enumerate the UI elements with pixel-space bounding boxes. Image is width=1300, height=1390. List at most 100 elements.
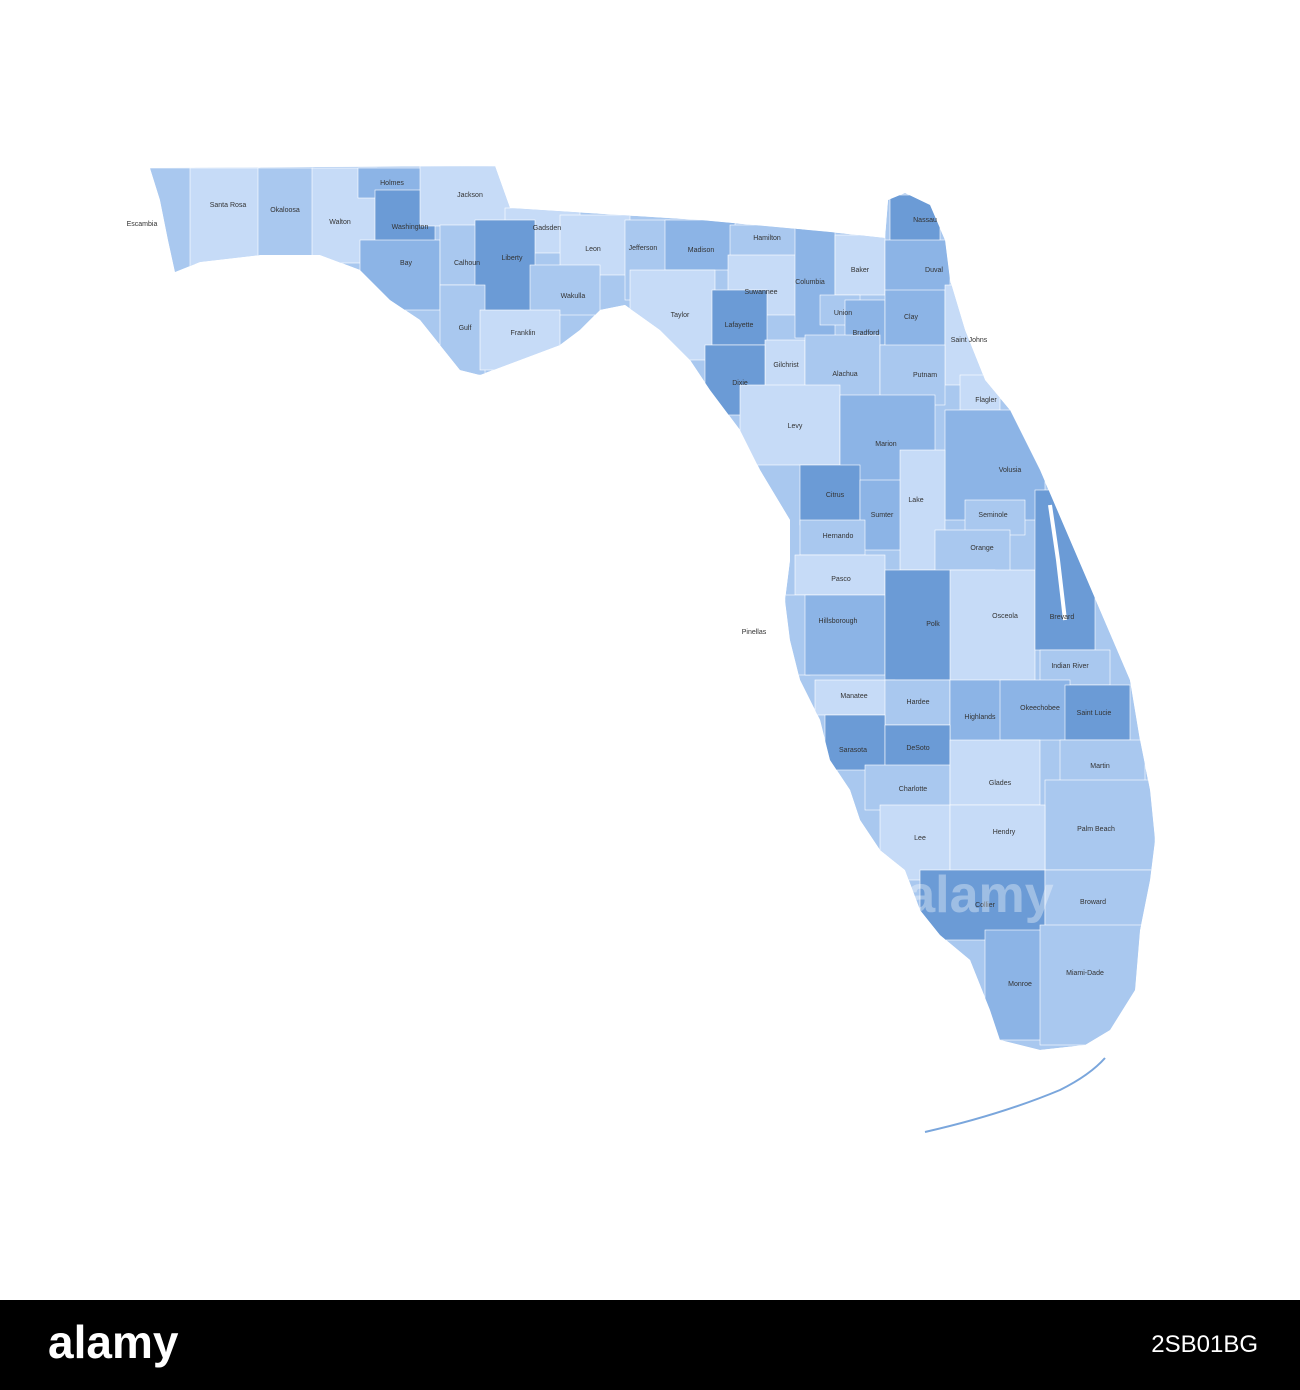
county bbox=[884, 724, 951, 771]
county bbox=[999, 679, 1071, 741]
county-label: Collier bbox=[975, 902, 996, 909]
county bbox=[884, 289, 946, 351]
county-label: Marion bbox=[875, 441, 897, 448]
county-label: Volusia bbox=[999, 467, 1022, 474]
county-label: Jackson bbox=[457, 192, 483, 199]
county-label: Charlotte bbox=[899, 786, 928, 793]
county-label: Jefferson bbox=[629, 245, 658, 252]
county-label: Levy bbox=[788, 423, 803, 430]
county-label: Taylor bbox=[671, 312, 690, 319]
county-label: Gilchrist bbox=[773, 362, 798, 369]
county-label: Saint Johns bbox=[951, 337, 988, 344]
county-label: Bay bbox=[400, 260, 413, 267]
county-label: Hillsborough bbox=[819, 618, 858, 625]
county bbox=[984, 929, 1046, 1041]
county bbox=[739, 384, 841, 466]
county-label: Saint Lucie bbox=[1077, 710, 1112, 717]
county bbox=[257, 167, 314, 264]
county bbox=[814, 679, 896, 716]
county bbox=[529, 264, 601, 316]
county bbox=[949, 569, 1036, 691]
county bbox=[859, 479, 906, 551]
county bbox=[1044, 779, 1155, 871]
county-label: Holmes bbox=[380, 180, 404, 187]
county-label: Lake bbox=[908, 497, 923, 504]
county-label: Alachua bbox=[832, 371, 857, 378]
county-label: Putnam bbox=[913, 372, 937, 379]
county-label: Gulf bbox=[459, 325, 472, 332]
county-label: Hardee bbox=[907, 699, 930, 706]
county-label: Union bbox=[834, 310, 852, 317]
county-label: Wakulla bbox=[561, 293, 586, 300]
county bbox=[944, 284, 986, 386]
county-label: Martin bbox=[1090, 763, 1110, 770]
county-label: Palm Beach bbox=[1077, 826, 1115, 833]
county-label: Lee bbox=[914, 835, 926, 842]
county-label: Walton bbox=[329, 219, 351, 226]
county-label: Suwannee bbox=[744, 289, 777, 296]
county-label: Hendry bbox=[993, 829, 1016, 836]
county-label: Lafayette bbox=[725, 322, 754, 329]
county-label: Leon bbox=[585, 246, 601, 253]
county-label: Hamilton bbox=[753, 235, 781, 242]
county-label: Okaloosa bbox=[270, 207, 300, 214]
county-label: Bradford bbox=[853, 330, 880, 337]
county bbox=[1034, 489, 1096, 651]
county-label: Washington bbox=[392, 224, 429, 231]
county-label: Franklin bbox=[511, 330, 536, 337]
county-labels: Escambia Santa Rosa Okaloosa Walton Holmes Wa… bbox=[127, 180, 1115, 988]
county-label: Baker bbox=[851, 267, 870, 274]
county-label: Miami-Dade bbox=[1066, 970, 1104, 977]
footer-logo: alamy bbox=[48, 1316, 179, 1368]
county bbox=[664, 219, 736, 271]
county-label: Nassau bbox=[913, 217, 937, 224]
county-label: Orange bbox=[970, 545, 993, 552]
county-label: Calhoun bbox=[454, 260, 480, 267]
county-label: Indian River bbox=[1051, 663, 1089, 670]
county-label: DeSoto bbox=[906, 745, 929, 752]
county bbox=[864, 764, 951, 811]
county-label: Glades bbox=[989, 780, 1012, 787]
indian-river-lagoon bbox=[1048, 504, 1067, 621]
county-label: Madison bbox=[688, 247, 715, 254]
county-label: Sarasota bbox=[839, 747, 867, 754]
county-label: Pinellas bbox=[742, 629, 767, 636]
county bbox=[919, 869, 1046, 941]
county-label: Gadsden bbox=[533, 225, 562, 232]
county-label: Santa Rosa bbox=[210, 202, 247, 209]
county-label: Monroe bbox=[1008, 981, 1032, 988]
county-label: Dixie bbox=[732, 380, 748, 387]
florida-keys bbox=[924, 1057, 1106, 1133]
county-label: Highlands bbox=[964, 714, 996, 721]
county-label: Escambia bbox=[127, 221, 158, 228]
county-label: Brevard bbox=[1050, 614, 1075, 621]
county-label: Flagler bbox=[975, 397, 997, 404]
county bbox=[359, 239, 441, 311]
county bbox=[1064, 684, 1131, 741]
county bbox=[439, 224, 481, 286]
county-label: Okeechobee bbox=[1020, 705, 1060, 712]
county-label: Columbia bbox=[795, 279, 825, 286]
county-label: Polk bbox=[926, 621, 940, 628]
county bbox=[1039, 924, 1151, 1046]
county-label: Sumter bbox=[871, 512, 894, 519]
county-label: Pasco bbox=[831, 576, 851, 583]
county bbox=[824, 714, 886, 771]
county-label: Liberty bbox=[501, 255, 523, 262]
county bbox=[799, 519, 866, 556]
county-label: Duval bbox=[925, 267, 943, 274]
county bbox=[799, 464, 861, 526]
county bbox=[949, 739, 1041, 806]
county bbox=[1039, 649, 1111, 686]
image-id: 2SB01BG bbox=[1151, 1331, 1258, 1358]
county-label: Manatee bbox=[840, 693, 867, 700]
county bbox=[949, 804, 1046, 881]
county bbox=[804, 594, 886, 676]
county bbox=[189, 167, 261, 269]
county-label: Clay bbox=[904, 314, 919, 321]
county bbox=[934, 529, 1011, 576]
county-label: Hernando bbox=[823, 533, 854, 540]
county bbox=[711, 289, 768, 346]
